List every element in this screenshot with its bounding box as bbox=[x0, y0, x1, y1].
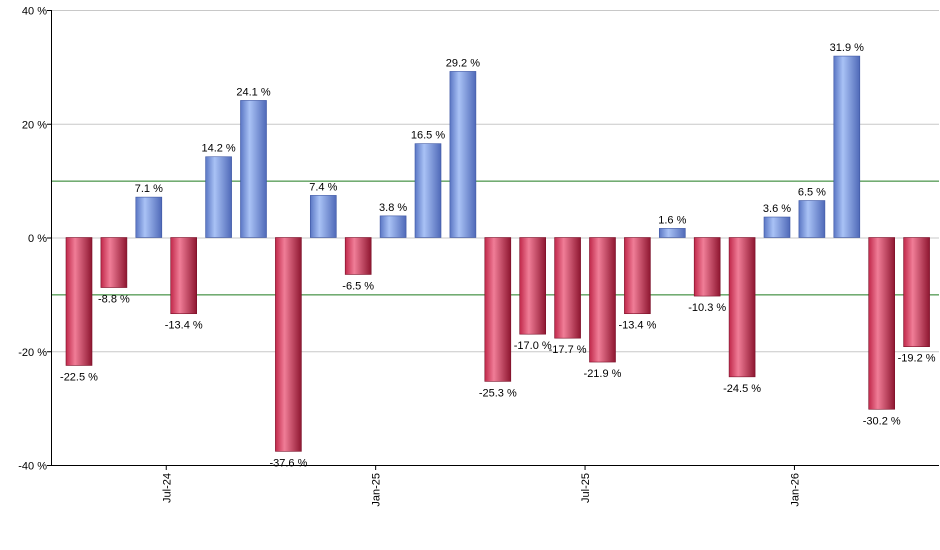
y-tick-label: 40 % bbox=[22, 6, 47, 18]
data-label: 6.5 % bbox=[798, 187, 826, 199]
data-label: -21.9 % bbox=[584, 368, 622, 380]
data-label: -8.8 % bbox=[98, 294, 130, 306]
axes: 40 % 20 % 0 % -20 % -40 % Jul-24 Jan-25 Jul-25 J… bbox=[18, 6, 939, 507]
bar-negative bbox=[170, 237, 197, 315]
bar-positive bbox=[658, 228, 686, 238]
y-tick-label: -20 % bbox=[18, 347, 47, 359]
bar-positive bbox=[309, 195, 337, 238]
data-label: -6.5 % bbox=[342, 280, 374, 292]
bar-negative bbox=[519, 237, 547, 335]
data-labels: -22.5 % -8.8 % 7.1 % -13.4 % 14.2 % 24.1 % -37… bbox=[60, 42, 936, 469]
y-tick-label: 0 % bbox=[28, 233, 47, 245]
data-label: -13.4 % bbox=[165, 320, 203, 332]
bars bbox=[65, 55, 930, 452]
x-tick-label: Jul-24 bbox=[161, 473, 173, 503]
bar-positive bbox=[240, 100, 267, 238]
x-tick-label: Jul-25 bbox=[580, 473, 592, 503]
data-label: 1.6 % bbox=[658, 214, 686, 226]
bar-positive bbox=[833, 55, 861, 238]
bar-positive bbox=[798, 200, 826, 238]
data-label: -37.6 % bbox=[269, 457, 307, 469]
y-tick-label: 20 % bbox=[22, 119, 47, 131]
bar-negative bbox=[903, 237, 930, 347]
data-label: 24.1 % bbox=[236, 86, 270, 98]
data-label: -17.7 % bbox=[549, 344, 587, 356]
bar-negative bbox=[554, 237, 581, 339]
bar-negative bbox=[100, 237, 128, 288]
data-label: -13.4 % bbox=[618, 320, 656, 332]
data-label: 14.2 % bbox=[201, 143, 235, 155]
bar-positive bbox=[763, 216, 791, 238]
x-tick-label: Jan-25 bbox=[371, 473, 383, 507]
bar-negative bbox=[589, 237, 616, 363]
bar-negative bbox=[868, 237, 896, 410]
y-tick-label: -40 % bbox=[18, 461, 47, 473]
bar-negative bbox=[65, 237, 93, 366]
data-label: 29.2 % bbox=[446, 57, 480, 69]
bar-positive bbox=[414, 143, 442, 238]
data-label: 31.9 % bbox=[830, 42, 864, 54]
bar-positive bbox=[135, 196, 163, 238]
bar-negative bbox=[624, 237, 651, 315]
bar-positive bbox=[379, 215, 407, 238]
bar-negative bbox=[693, 237, 721, 297]
x-tick-label: Jan-26 bbox=[789, 473, 801, 507]
data-label: 7.4 % bbox=[309, 181, 337, 193]
bar-negative bbox=[484, 237, 512, 382]
data-label: -22.5 % bbox=[60, 371, 98, 383]
data-label: 3.8 % bbox=[379, 202, 407, 214]
data-label: 7.1 % bbox=[135, 183, 163, 195]
data-label: -10.3 % bbox=[688, 302, 726, 314]
data-label: 3.6 % bbox=[763, 203, 791, 215]
data-label: -19.2 % bbox=[898, 353, 936, 365]
bar-negative bbox=[275, 237, 302, 452]
data-label: -17.0 % bbox=[514, 340, 552, 352]
bar-negative bbox=[344, 237, 372, 275]
data-label: 16.5 % bbox=[411, 130, 445, 142]
data-label: -24.5 % bbox=[723, 383, 761, 395]
data-label: -30.2 % bbox=[863, 415, 901, 427]
data-label: -25.3 % bbox=[479, 387, 517, 399]
bar-negative bbox=[728, 237, 756, 378]
bar-positive bbox=[449, 71, 477, 238]
bar-positive bbox=[205, 156, 232, 238]
